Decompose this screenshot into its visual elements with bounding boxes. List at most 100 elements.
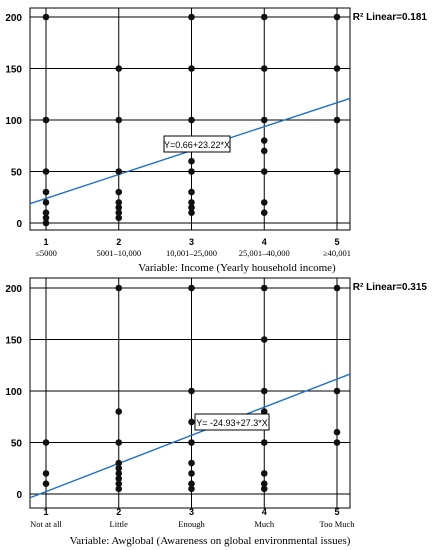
income-r2-label: R² Linear=0.181 [353,12,428,23]
awglobal-x-tick-number: 4 [262,507,267,517]
awglobal-x-category-label: Much [254,519,275,529]
awglobal-regression-line [29,373,351,499]
income-x-tick-number: 1 [43,237,48,247]
awglobal-x-category-label: Not at all [30,519,62,529]
awglobal-data-point [188,284,195,292]
income-equation-box-frame [163,135,231,153]
awglobal-data-point [260,439,268,446]
income-data-point [115,209,123,216]
income-data-point [42,168,50,175]
awglobal-data-point [333,284,341,292]
income-data-point [260,199,268,206]
income-data-point [260,168,268,175]
awglobal-data-point [115,408,123,415]
awglobal-data-point [260,470,268,477]
income-data-point [42,209,50,216]
awglobal-data-point [188,470,195,477]
awglobal-data-point [115,464,123,472]
awglobal-data-point [115,439,123,446]
awglobal-x-tick-number: 3 [189,507,194,517]
awglobal-x-category-label: Too Much [319,519,355,529]
income-data-point [260,137,268,144]
awglobal-data-point [260,284,268,292]
income-x-tick-number: 2 [116,237,121,247]
income-equation-box: Y=0.66+23.22*X [163,135,231,153]
income-data-point [42,214,50,222]
awglobal-data-point [333,439,341,446]
awglobal-data-point [188,387,195,395]
income-x-tick-number: 5 [334,237,339,247]
awglobal-data-point [333,428,341,436]
income-data-point [115,188,123,196]
awglobal-data-point [115,485,123,493]
income-data-point [188,13,195,21]
income-y-tick-labels: 0 50 100 150 200 [5,13,22,230]
income-x-category-labels: ≤5000 5001–10,000 10,001–25,000 25,001–40,0… [35,248,351,258]
income-data-point [188,157,195,165]
income-data-point [115,168,123,175]
income-data-point [42,219,50,227]
income-data-point [188,168,195,175]
income-y-tick-label: 200 [5,13,22,24]
awglobal-equation-box-frame [194,413,270,431]
income-scatter-panel: 0 50 100 150 200 1 2 3 4 5 ≤5000 5001–10,000 10,00… [5,7,428,274]
awglobal-data-point [260,336,268,343]
income-data-point [333,168,341,175]
income-x-tick-number: 3 [189,237,194,247]
income-data-point [42,188,50,196]
income-data-point [260,65,268,72]
awglobal-equation-box: Y= -24.93+27.3*X [194,413,270,431]
income-y-tick-label: 50 [11,168,23,179]
income-y-tick-label: 0 [16,219,22,230]
awglobal-data-point [188,480,195,488]
awglobal-y-tick-label: 0 [16,490,22,501]
awglobal-x-tick-number: 5 [334,507,339,517]
income-data-point [188,209,195,216]
awglobal-scatter-panel: 0 50 100 150 200 1 2 3 4 5 Not at all Little Enoug… [5,277,428,547]
income-plot-frame [29,7,351,231]
awglobal-x-category-labels: Not at all Little Enough Much Too Much [30,519,355,529]
income-data-point [115,65,123,72]
income-x-tick-number: 4 [262,237,267,247]
awglobal-data-point [115,475,123,482]
awglobal-y-tick-label: 150 [5,336,22,347]
income-data-point [115,116,123,124]
income-x-category-label: 25,001–40,000 [239,248,290,258]
income-y-tick-label: 150 [5,65,22,76]
income-data-point [260,13,268,21]
awglobal-x-category-label: Little [110,519,129,529]
awglobal-y-tick-label: 200 [5,284,22,295]
awglobal-data-point [42,470,50,477]
awglobal-data-point [115,470,123,477]
income-data-point [188,65,195,72]
income-data-point [115,214,123,222]
income-data-point [333,65,341,72]
income-data-point [115,199,123,206]
awglobal-data-point [188,418,195,426]
income-data-point [260,209,268,216]
awglobal-y-tick-label: 50 [11,439,23,450]
income-data-point [188,199,195,206]
awglobal-x-category-label: Enough [178,519,205,529]
awglobal-data-point [42,480,50,488]
income-x-tick-numbers: 1 2 3 4 5 [43,237,339,247]
income-data-points [42,13,341,227]
awglobal-x-tick-number: 1 [43,507,48,517]
awglobal-plot-frame [29,277,351,509]
awglobal-y-tick-label: 100 [5,387,22,398]
awglobal-data-point [260,485,268,493]
income-x-axis-title: Variable: Income (Yearly household incom… [138,262,336,274]
awglobal-r2-label: R² Linear=0.315 [353,282,428,293]
awglobal-equation-label: Y= -24.93+27.3*X [196,418,268,428]
awglobal-data-point [115,284,123,292]
income-x-category-label: ≥40,001 [323,248,351,258]
awglobal-data-point [115,459,123,467]
income-data-point [260,116,268,124]
income-x-category-label: ≤5000 [35,248,57,258]
income-data-point [260,147,268,155]
awglobal-data-point [260,480,268,488]
awglobal-data-point [42,439,50,446]
awglobal-data-point [188,459,195,467]
awglobal-data-point [260,387,268,395]
